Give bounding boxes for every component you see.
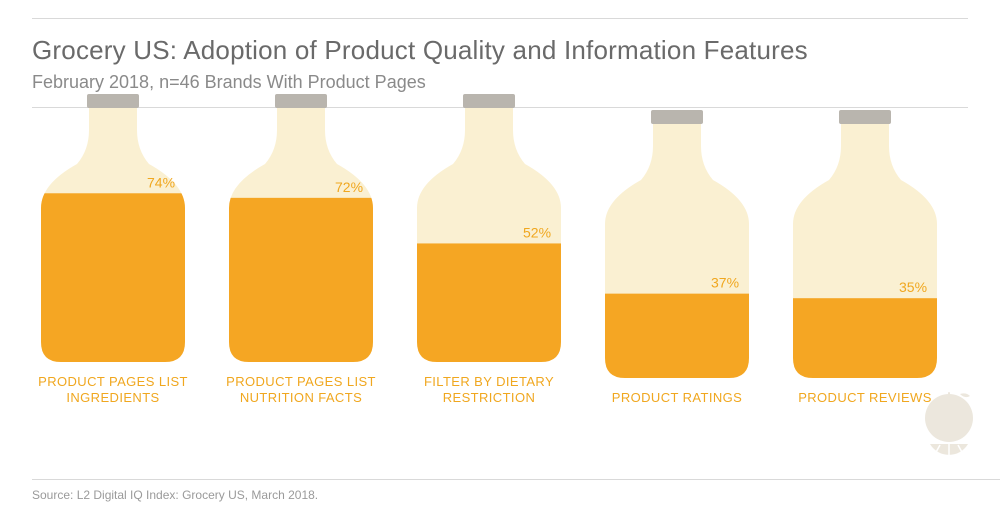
bottle-label: PRODUCT PAGES LIST INGREDIENTS	[38, 374, 188, 407]
bottle-value: 72%	[335, 178, 363, 194]
bottle-col: 74% PRODUCT PAGES LIST INGREDIENTS	[38, 94, 188, 407]
bottle-label: PRODUCT PAGES LIST NUTRITION FACTS	[226, 374, 376, 407]
bottle-value: 52%	[523, 224, 551, 240]
bottle-col: 35% PRODUCT REVIEWS	[790, 110, 940, 406]
bottle-value: 35%	[899, 279, 927, 295]
chart-area: 74% PRODUCT PAGES LIST INGREDIENTS 72% P…	[32, 116, 968, 456]
bottle: 52%	[414, 94, 564, 364]
chart-subtitle: February 2018, n=46 Brands With Product …	[32, 72, 968, 93]
bottle-col: 72% PRODUCT PAGES LIST NUTRITION FACTS	[226, 94, 376, 407]
bottle-col: 52% FILTER BY DIETARY RESTRICTION	[414, 94, 564, 407]
chart-title: Grocery US: Adoption of Product Quality …	[32, 35, 968, 66]
top-rule	[32, 18, 968, 19]
bottle-col: 37% PRODUCT RATINGS	[602, 110, 752, 406]
bottle: 35%	[790, 110, 940, 380]
bottle-value: 37%	[711, 274, 739, 290]
bottle: 72%	[226, 94, 376, 364]
bottle-label: FILTER BY DIETARY RESTRICTION	[414, 374, 564, 407]
bottle-row: 74% PRODUCT PAGES LIST INGREDIENTS 72% P…	[32, 116, 968, 406]
source-line: Source: L2 Digital IQ Index: Grocery US,…	[32, 488, 318, 502]
bottle-label: PRODUCT RATINGS	[612, 390, 742, 406]
bottle-value: 74%	[147, 174, 175, 190]
bottle: 74%	[38, 94, 188, 364]
bottle: 37%	[602, 110, 752, 380]
orange-fruit-icon	[912, 384, 986, 458]
bottom-rule	[32, 479, 1000, 480]
